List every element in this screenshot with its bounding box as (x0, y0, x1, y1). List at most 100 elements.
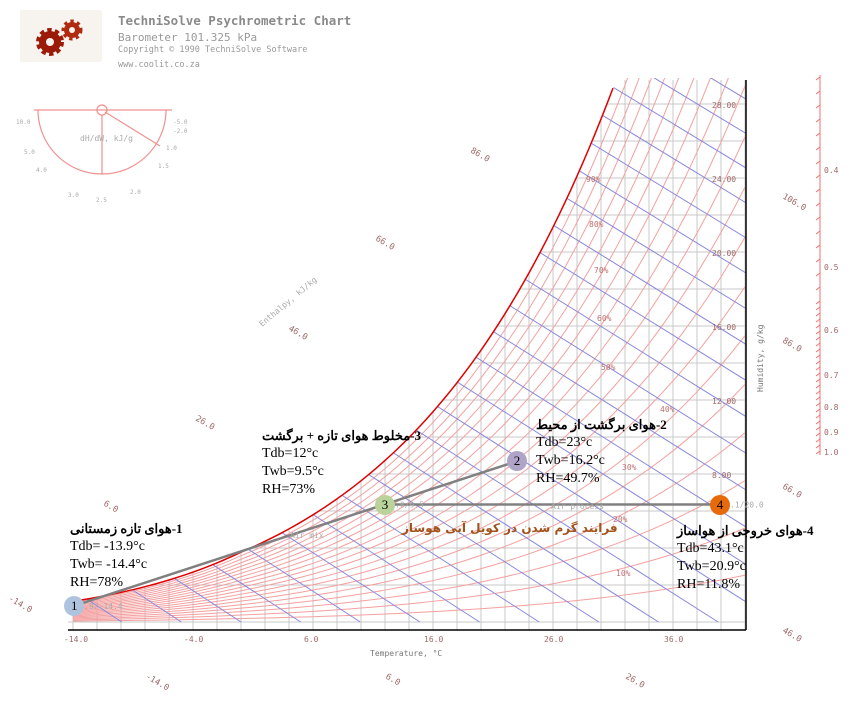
point-1-rh: RH=78% (70, 575, 124, 590)
rh-label: 20% (613, 515, 628, 524)
point-4-title: 4-هوای خروجی از هواساز (677, 523, 814, 538)
y-tick-label: 16.00 (712, 323, 736, 332)
shr-tick (815, 286, 821, 291)
point-2-tdb: Tdb=23°c (536, 435, 593, 450)
enthalpy-tick-label: 26.0 (624, 672, 647, 691)
rh-label: 70% (594, 266, 609, 275)
x-tick-label: 26.0 (544, 635, 563, 644)
enthalpy-line (68, 78, 480, 623)
shr-tick (815, 230, 821, 235)
rh-label: 80% (589, 220, 604, 229)
protractor-tick-label: 3.0 (68, 192, 79, 199)
x-tick-label: -14.0 (64, 635, 88, 644)
point-3-tdb: Tdb=12°c (262, 446, 319, 461)
point-1-annotation: 1-هوای تازه زمستانی Tdb= -13.9°c Twb= -1… (70, 520, 183, 592)
y-tick-label: 24.00 (712, 175, 736, 184)
shr-tick (815, 384, 821, 389)
protractor-tick-label: 1.0 (166, 145, 177, 152)
enthalpy-line (68, 78, 421, 623)
enthalpy-tick-label: 6.0 (102, 499, 120, 515)
shr-tick (815, 372, 821, 377)
rh-label: 60% (597, 314, 612, 323)
enthalpy-line (806, 67, 859, 622)
shr-tick (815, 132, 821, 137)
point-1-twb: Twb= -14.4°c (70, 557, 148, 572)
x-tick-label: 6.0 (304, 635, 319, 644)
protractor-tick-label: 1.5 (158, 163, 169, 170)
shr-tick (815, 390, 821, 395)
shr-tick (815, 414, 821, 419)
shr-tick (815, 318, 821, 323)
shr-tick (815, 450, 821, 455)
shr-tick (815, 438, 821, 443)
saturation-curve (72, 87, 614, 603)
shr-tick-label: 0.5 (824, 263, 839, 272)
x-tick-label: -4.0 (184, 635, 203, 644)
point-1-tdb: Tdb= -13.9°c (70, 539, 145, 554)
shr-tick (815, 104, 821, 109)
shr-tick (815, 244, 821, 249)
shr-tick (815, 188, 821, 193)
rh-curve (72, 136, 746, 613)
point-4-annotation: 4-هوای خروجی از هواساز Tdb=43.1°c Twb=20… (677, 522, 814, 594)
shr-tick-label: 0.8 (824, 403, 839, 412)
protractor-tick-label: 10.0 (16, 119, 31, 126)
air-process-label: Air process (551, 502, 604, 511)
gears-icon (36, 19, 83, 56)
shr-tick-label: 0.6 (824, 326, 839, 335)
shr-tick (815, 444, 821, 449)
shr-tick (815, 258, 821, 263)
shr-tick (815, 160, 821, 165)
x-tick-label: 16.0 (424, 635, 443, 644)
enthalpy-tick-label: -14.0 (144, 672, 171, 693)
enthalpy-tick-label: 26.0 (194, 414, 217, 433)
rh-curve (72, 78, 746, 610)
enthalpy-tick-label: 46.0 (781, 626, 804, 645)
state-point-1[interactable]: 1 (64, 595, 85, 616)
state-point-2[interactable]: 2 (507, 451, 527, 472)
rh-label: 10% (616, 569, 631, 578)
shr-tick (815, 402, 821, 407)
shr-tick (815, 432, 821, 437)
shr-tick-label: 0.9 (824, 428, 839, 437)
shr-tick (815, 360, 821, 365)
point-2-title: 2-هوای برگشت از محیط (536, 417, 667, 432)
shr-tick (815, 420, 821, 425)
rh-curve (72, 78, 746, 609)
state-point-4[interactable]: 4 (710, 494, 730, 515)
point-2-twb: Twb=16.2°c (536, 453, 605, 468)
rh-curve (72, 286, 746, 616)
protractor-tick-label: 2.0 (130, 189, 141, 196)
enthalpy-tick-label: -14.0 (7, 594, 34, 615)
air-mix-label: Air mix (290, 531, 324, 540)
protractor-tick-label: 2.5 (96, 197, 107, 204)
shr-tick (815, 426, 821, 431)
copyright: Copyright © 1990 TechniSolve Software (118, 45, 308, 55)
point-2-rh: RH=49.7% (536, 471, 600, 486)
x-tick-label: 36.0 (664, 635, 683, 644)
rh-curve (72, 527, 746, 621)
protractor-tick-label: -5.0 (173, 119, 188, 126)
shr-tick (815, 90, 821, 95)
app-title: TechniSolve Psychrometric Chart (118, 13, 352, 28)
shr-tick (815, 306, 821, 311)
shr-tick (815, 272, 821, 277)
protractor-tick-label: 5.0 (24, 149, 35, 156)
shr-tick (815, 378, 821, 383)
protractor-tick-label: -2.0 (173, 128, 188, 135)
rh-label: 50% (601, 363, 616, 372)
website: www.coolit.co.za (118, 60, 200, 70)
point-4-rh: RH=11.8% (677, 577, 740, 592)
state-point-3[interactable]: 3 (375, 494, 395, 515)
enthalpy-tick-label: 46.0 (287, 324, 310, 343)
rh-curve (72, 335, 746, 617)
point-3-twb: Twb=9.5°c (262, 464, 324, 479)
shr-tick (815, 336, 821, 341)
shr-tick (815, 330, 821, 335)
point-1-title: 1-هوای تازه زمستانی (70, 521, 183, 536)
shr-tick (815, 348, 821, 353)
y-tick-label: 12.00 (712, 397, 736, 406)
rh-label: 30% (622, 463, 637, 472)
protractor-tick-label: 4.0 (36, 167, 47, 174)
y-tick-label: 20.00 (712, 249, 736, 258)
